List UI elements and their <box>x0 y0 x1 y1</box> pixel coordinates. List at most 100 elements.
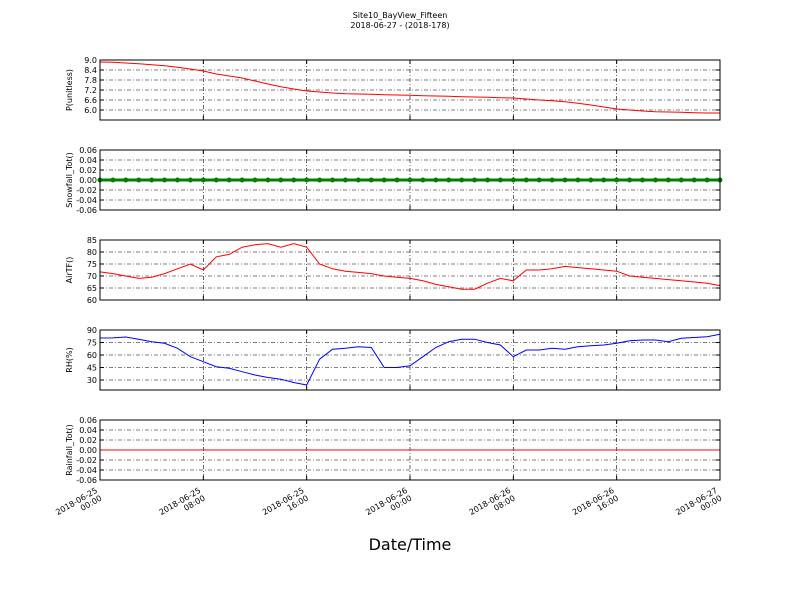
y-axis-label: RH(%) <box>65 347 74 372</box>
series-marker <box>472 177 478 183</box>
series-marker <box>691 177 697 183</box>
series-marker <box>420 177 426 183</box>
series-marker <box>575 177 581 183</box>
y-tick-label: 0.02 <box>79 436 97 445</box>
series-marker <box>536 177 542 183</box>
y-tick-label: 85 <box>87 236 97 245</box>
y-tick-label: 90 <box>87 326 97 335</box>
y-tick-label: 80 <box>87 248 97 257</box>
series-marker <box>226 177 232 183</box>
y-tick-label: 0.00 <box>79 176 97 185</box>
y-tick-label: 75 <box>87 339 97 348</box>
series-marker <box>317 177 323 183</box>
series-marker <box>588 177 594 183</box>
series-marker <box>252 177 258 183</box>
series-line <box>99 61 720 114</box>
y-tick-label: 8.4 <box>84 66 97 75</box>
series-line <box>99 333 721 386</box>
x-tick-label: 2018-06-2608:00 <box>468 486 517 525</box>
x-tick-label: 2018-06-2500:00 <box>54 486 103 525</box>
series-marker <box>652 177 658 183</box>
y-tick-label: 6.6 <box>84 96 97 105</box>
y-axis-label: AirTF() <box>65 257 74 284</box>
series-marker <box>627 177 633 183</box>
y-tick-label: -0.04 <box>76 196 97 205</box>
y-tick-label: 9.0 <box>84 56 97 65</box>
series-marker <box>187 177 193 183</box>
series-marker <box>175 177 180 183</box>
series-marker <box>678 177 684 183</box>
y-tick-label: 45 <box>87 364 97 373</box>
plot-frame <box>99 59 721 121</box>
series-marker <box>368 177 374 183</box>
y-axis-label: P(unitless) <box>65 69 74 111</box>
series-marker <box>433 177 439 183</box>
y-tick-label: 0.00 <box>79 446 97 455</box>
series-marker <box>562 177 568 183</box>
y-tick-label: 0.06 <box>79 146 97 155</box>
y-tick-label: 0.04 <box>79 426 97 435</box>
y-tick-label: -0.04 <box>76 466 97 475</box>
series-marker <box>149 177 155 183</box>
series-marker <box>394 177 400 183</box>
series-marker <box>123 177 129 183</box>
series-marker <box>342 177 348 183</box>
y-tick-label: 75 <box>87 260 97 269</box>
series-marker <box>355 177 361 183</box>
series-marker <box>213 177 219 183</box>
y-tick-label: 7.8 <box>84 76 97 85</box>
plot-frame <box>99 239 721 301</box>
y-tick-label: -0.06 <box>76 476 97 485</box>
y-tick-label: 6.0 <box>84 106 97 115</box>
series-marker <box>330 177 335 183</box>
x-axis-label: Date/Time <box>369 535 452 554</box>
chart-title: Site10_BayView_Fifteen <box>353 11 448 20</box>
y-tick-label: -0.02 <box>76 456 97 465</box>
series-marker <box>304 177 310 183</box>
series-line <box>99 243 721 290</box>
x-tick-label: 2018-06-2516:00 <box>261 486 310 525</box>
x-tick-label: 2018-06-2600:00 <box>364 486 413 525</box>
series-marker <box>110 177 116 183</box>
series-marker <box>459 177 465 183</box>
series-marker <box>485 177 490 183</box>
series-marker <box>665 177 671 183</box>
y-tick-label: 65 <box>87 284 97 293</box>
y-axis-label: Rainfall_Tot() <box>65 424 74 476</box>
chart-subtitle: 2018-06-27 - (2018-178) <box>350 21 449 30</box>
y-tick-label: 60 <box>87 296 97 305</box>
series-marker <box>162 177 168 183</box>
series-marker <box>549 177 555 183</box>
y-tick-label: -0.06 <box>76 206 97 215</box>
series-marker <box>704 177 710 183</box>
y-tick-label: -0.02 <box>76 186 97 195</box>
series-marker <box>136 177 142 183</box>
series-marker <box>614 177 620 183</box>
series-marker <box>407 177 413 183</box>
series-marker <box>510 177 516 183</box>
series-marker <box>381 177 387 183</box>
plot-frame <box>99 419 721 481</box>
series-marker <box>446 177 452 183</box>
series-marker <box>265 177 271 183</box>
y-axis-label: Snowfall_Tot() <box>65 152 74 208</box>
series-marker <box>278 177 284 183</box>
x-tick-label: 2018-06-2700:00 <box>674 486 723 525</box>
x-tick-label: 2018-06-2508:00 <box>158 486 207 525</box>
y-tick-label: 0.04 <box>79 156 97 165</box>
series-marker <box>200 177 206 183</box>
y-tick-label: 30 <box>87 376 97 385</box>
series-marker <box>601 177 607 183</box>
plot-frame <box>99 149 721 211</box>
x-tick-label: 2018-06-2616:00 <box>571 486 620 525</box>
plot-frame <box>99 329 721 391</box>
y-tick-label: 70 <box>87 272 97 281</box>
y-tick-label: 0.06 <box>79 416 97 425</box>
series-marker <box>497 177 503 183</box>
series-marker <box>523 177 529 183</box>
series-marker <box>640 177 645 183</box>
series-marker <box>239 177 245 183</box>
series-marker <box>291 177 297 183</box>
y-tick-label: 0.02 <box>79 166 97 175</box>
